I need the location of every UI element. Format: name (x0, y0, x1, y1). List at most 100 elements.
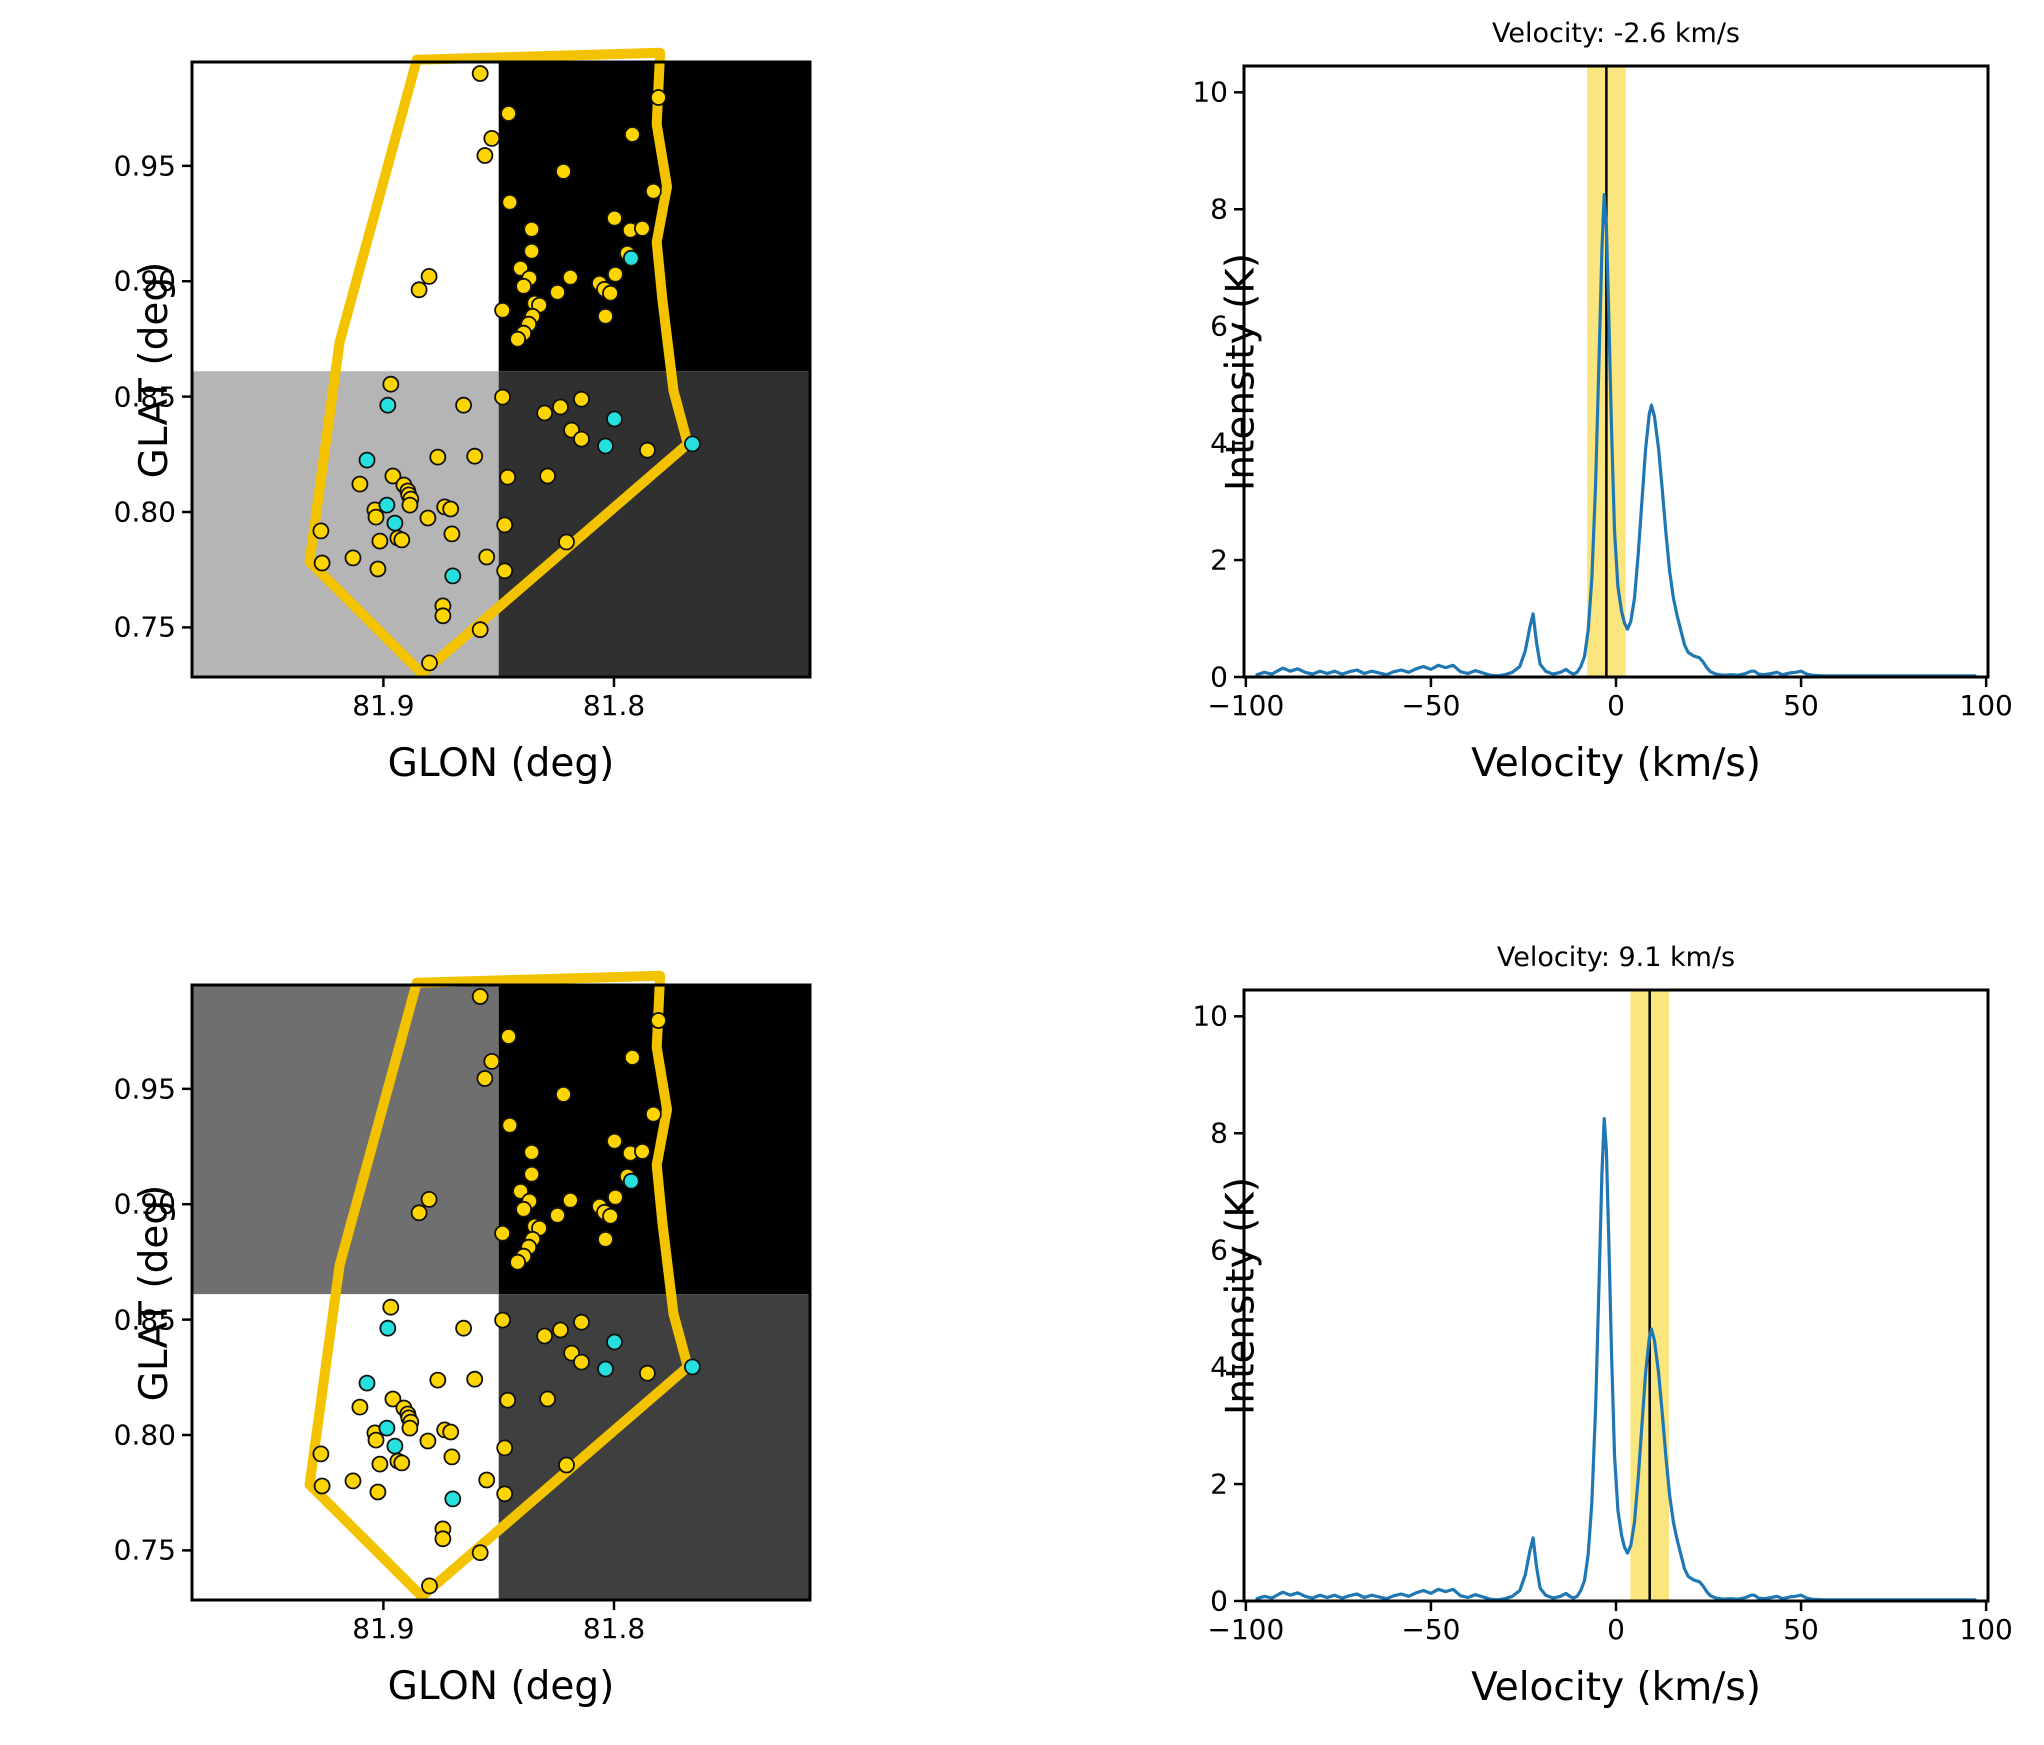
spectrum-bottom-plot (1234, 988, 1990, 1611)
source-point-yellow (606, 1188, 624, 1206)
source-point-yellow (478, 1471, 496, 1489)
source-point-yellow (401, 496, 419, 514)
aperture-polygon (304, 47, 693, 679)
source-point-yellow (549, 283, 566, 301)
source-point-yellow (420, 267, 438, 285)
y-tick-label: 0.90 (113, 1187, 176, 1221)
y-tick-label: 8 (1210, 192, 1228, 226)
source-point-yellow (312, 522, 330, 540)
x-tick-label: 81.9 (352, 689, 415, 722)
source-point-yellow (539, 1390, 557, 1408)
source-point-yellow (494, 388, 512, 406)
source-point-yellow (606, 209, 623, 227)
y-tick-label: 10 (1192, 999, 1228, 1033)
background-quadrant-bottom-right (498, 371, 810, 677)
x-axis-label: GLON (deg) (387, 1664, 615, 1709)
source-point-yellow (539, 467, 557, 485)
source-point-yellow (573, 1313, 590, 1331)
source-point-yellow (561, 268, 579, 286)
spectrum-line (1255, 1117, 1977, 1602)
source-point-yellow (384, 467, 402, 485)
y-tick-label: 6 (1210, 309, 1228, 343)
source-point-yellow (466, 1370, 484, 1388)
axes-frame (190, 983, 812, 1602)
source-point-yellow (429, 448, 447, 466)
y-tick-label: 10 (1192, 75, 1228, 109)
x-tick-label: −50 (1401, 1613, 1461, 1646)
source-point-yellow (344, 1472, 362, 1490)
source-point-yellow (597, 1230, 614, 1248)
source-point-cyan (386, 1437, 404, 1455)
source-point-yellow (494, 1224, 512, 1242)
y-tick-label: 0.85 (113, 1303, 176, 1337)
axes-frame (1242, 64, 1990, 679)
x-axis-label: Velocity (km/s) (1471, 741, 1761, 786)
source-point-yellow (597, 307, 614, 325)
source-point-yellow (313, 1477, 331, 1495)
source-point-yellow (633, 1142, 651, 1160)
source-point-yellow (623, 1049, 641, 1066)
y-tick-label: 0.95 (113, 1072, 176, 1106)
source-point-yellow (496, 516, 514, 534)
background-quadrant-bottom-left (192, 371, 499, 677)
source-point-yellow (312, 1445, 330, 1463)
source-point-yellow (523, 1143, 541, 1161)
source-point-yellow (476, 1070, 494, 1087)
source-point-cyan (597, 437, 614, 455)
source-point-yellow (471, 65, 489, 82)
source-point-cyan (683, 1358, 701, 1376)
spectrum-line (1255, 193, 1977, 678)
source-point-yellow (367, 508, 385, 526)
x-tick-label: −100 (1207, 1613, 1285, 1646)
panel-title: Velocity: -2.6 km/s (1492, 18, 1740, 49)
source-point-yellow (523, 1165, 541, 1183)
y-tick-label: 0.75 (113, 1533, 176, 1567)
source-point-yellow (644, 1105, 662, 1123)
source-point-cyan (622, 249, 640, 267)
background-quadrant-bottom-left (192, 1294, 499, 1600)
x-tick-label: 0 (1607, 1613, 1625, 1646)
source-point-yellow (515, 1200, 533, 1218)
source-point-yellow (434, 607, 452, 625)
source-point-yellow (471, 1544, 489, 1562)
source-point-yellow (515, 277, 533, 295)
source-point-yellow (555, 163, 572, 180)
source-point-yellow (410, 1204, 428, 1222)
source-point-yellow (549, 1206, 566, 1224)
source-point-yellow (476, 147, 494, 164)
x-tick-label: 50 (1783, 689, 1819, 722)
y-tick-label: 0.80 (113, 495, 176, 529)
source-point-yellow (369, 1483, 387, 1501)
source-point-yellow (421, 1577, 438, 1595)
axes-frame (190, 60, 812, 679)
source-point-yellow (410, 281, 428, 299)
source-point-cyan (358, 1374, 376, 1392)
source-point-yellow (382, 1298, 400, 1316)
x-tick-label: 81.9 (352, 1612, 415, 1645)
source-point-yellow (650, 1012, 667, 1029)
source-point-yellow (633, 219, 651, 237)
y-tick-label: 2 (1210, 1467, 1228, 1501)
y-tick-label: 0.75 (113, 610, 176, 644)
y-tick-label: 6 (1210, 1233, 1228, 1267)
source-point-cyan (379, 1319, 397, 1337)
source-point-yellow (483, 130, 501, 147)
source-point-yellow (471, 988, 489, 1005)
source-point-yellow (434, 1530, 452, 1548)
source-point-yellow (602, 284, 619, 302)
source-point-cyan (358, 451, 376, 469)
source-point-yellow (455, 396, 473, 414)
source-point-yellow (499, 1391, 517, 1409)
y-tick-label: 2 (1210, 543, 1228, 577)
source-point-cyan (597, 1360, 614, 1378)
source-point-yellow (606, 265, 624, 283)
source-point-yellow (442, 500, 460, 518)
x-tick-label: 50 (1783, 1613, 1819, 1646)
x-tick-label: −50 (1401, 689, 1461, 722)
aperture-polygon (304, 970, 693, 1602)
source-point-yellow (429, 1371, 447, 1389)
source-point-yellow (573, 430, 590, 448)
source-point-cyan (378, 1419, 396, 1437)
x-tick-label: 100 (1959, 1613, 2013, 1646)
